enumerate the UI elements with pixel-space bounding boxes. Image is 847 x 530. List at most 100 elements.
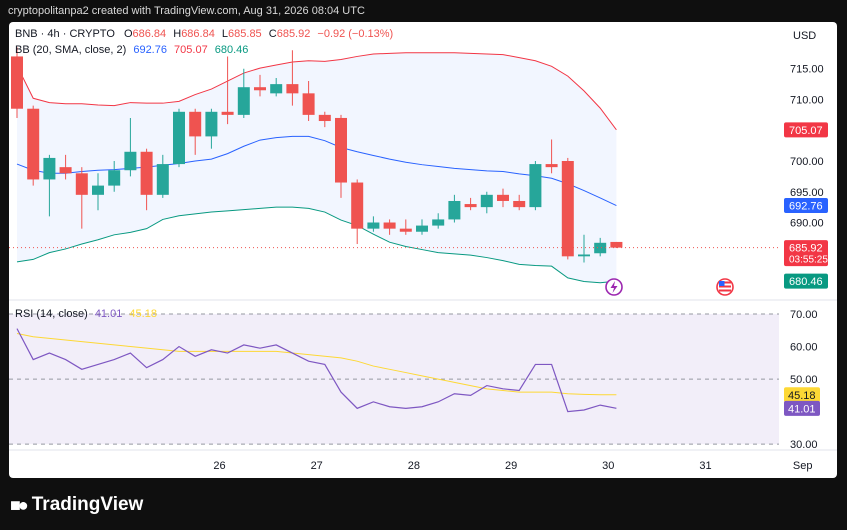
currency-label[interactable]: USD xyxy=(793,30,816,42)
candle xyxy=(529,161,542,211)
candle xyxy=(27,105,40,186)
candle xyxy=(480,191,493,214)
ohlc-o-label: O xyxy=(124,28,133,40)
candle-body xyxy=(318,114,331,122)
price-tick-label: 695.00 xyxy=(790,187,824,199)
rsi-tick-label: 50.00 xyxy=(790,374,818,386)
candle xyxy=(610,241,623,249)
time-tick-label: 30 xyxy=(602,460,614,472)
bb-legend-basis: 692.76 xyxy=(133,44,167,56)
event-icons[interactable] xyxy=(605,278,734,296)
candle-body xyxy=(11,56,23,109)
candle xyxy=(173,108,185,168)
bb-legend-name: BB (20, SMA, close, 2) xyxy=(15,44,126,56)
exchange-label: CRYPTO xyxy=(69,28,115,40)
ohlc-change-pct: (−0.13%) xyxy=(348,28,393,40)
rsi-line xyxy=(16,328,617,413)
time-tick-label: 26 xyxy=(213,460,225,472)
price-tag: 705.07 xyxy=(784,122,828,138)
candle-body xyxy=(335,117,347,183)
tradingview-logo-icon: ■● xyxy=(10,494,29,515)
rsi-legend-value: 41.01 xyxy=(95,308,123,320)
rsi-legend-name: RSI (14, close) xyxy=(15,308,88,320)
lightning-icon[interactable] xyxy=(605,278,623,296)
tradingview-logo[interactable]: ■● TradingView xyxy=(10,494,143,516)
candle-body xyxy=(497,194,509,201)
price-tag-bg xyxy=(784,273,828,289)
candle xyxy=(237,68,250,118)
price-tick-label: 700.00 xyxy=(790,156,824,168)
rsi-legend: RSI (14, close) 41.01 45.18 xyxy=(15,308,157,320)
bb-upper-line xyxy=(16,52,617,131)
price-tag-label: 692.76 xyxy=(789,201,823,213)
candle-body xyxy=(59,167,72,174)
candle xyxy=(464,197,477,211)
candle xyxy=(302,81,315,122)
candle xyxy=(11,47,23,118)
candle-body xyxy=(399,228,412,232)
bb-legend-upper: 705.07 xyxy=(174,44,208,56)
bb-legend-lower: 680.46 xyxy=(215,44,249,56)
candle-body xyxy=(156,164,169,195)
rsi-tag: 41.01 xyxy=(784,400,820,416)
time-axis[interactable]: 26 27 28 29 30 31 Sep xyxy=(213,460,812,472)
price-tag-bg xyxy=(784,198,828,214)
candle-body xyxy=(594,242,607,254)
bollinger-band-lines xyxy=(16,52,617,284)
candle-body xyxy=(367,222,380,229)
attribution-text: cryptopolitanpa2 created with TradingVie… xyxy=(8,5,365,17)
rsi-tag-label: 45.18 xyxy=(788,390,816,402)
candle-body xyxy=(237,87,250,115)
time-tick-label: 27 xyxy=(311,460,323,472)
candle xyxy=(43,154,56,217)
rsi-ma-line xyxy=(16,333,617,396)
ohlc-l-value: 685.85 xyxy=(228,28,262,40)
candle-body xyxy=(27,108,40,180)
candle xyxy=(124,117,137,177)
rsi-tick-label: 30.00 xyxy=(790,439,818,451)
candle xyxy=(594,237,607,257)
candle-body xyxy=(432,219,445,226)
rsi-tag-bg xyxy=(784,400,820,416)
candle xyxy=(513,194,526,211)
ohlc-c-label: C xyxy=(269,28,277,40)
candle-body xyxy=(529,164,542,208)
candle xyxy=(270,77,283,97)
ohlc-change-value: −0.92 xyxy=(317,28,345,40)
candle xyxy=(205,108,218,149)
chart-canvas[interactable]: BNB · 4h · CRYPTO O686.84 H686.84 L685.8… xyxy=(9,22,837,478)
countdown-label: 03:55:25 xyxy=(789,255,828,266)
candle-body xyxy=(561,161,574,257)
candle-body xyxy=(416,225,428,232)
candlesticks xyxy=(11,47,623,263)
rsi-tick-label: 70.00 xyxy=(790,309,818,321)
rsi-tag: 45.18 xyxy=(784,387,820,403)
candle-body xyxy=(140,151,153,195)
bollinger-band-fill xyxy=(17,52,617,283)
rsi-tag-label: 41.01 xyxy=(788,403,816,415)
candle xyxy=(189,108,202,155)
us-flag-icon[interactable] xyxy=(716,278,734,296)
price-tag-label: 705.07 xyxy=(789,125,823,137)
candle xyxy=(254,74,266,97)
candle xyxy=(399,219,412,235)
candle xyxy=(108,161,121,192)
ohlc-h-label: H xyxy=(173,28,181,40)
candle-body xyxy=(513,200,526,208)
candle-body xyxy=(610,241,623,248)
price-tick-label: 690.00 xyxy=(790,218,824,230)
price-tick-label: 715.00 xyxy=(790,64,824,76)
candle-body xyxy=(302,93,315,115)
symbol-label: BNB xyxy=(15,28,38,40)
candle xyxy=(156,154,169,198)
candle xyxy=(59,154,72,180)
bb-lower-line xyxy=(16,206,617,284)
candle xyxy=(221,56,234,125)
candle xyxy=(140,148,153,211)
candle-body xyxy=(545,164,558,168)
candle xyxy=(545,139,558,174)
